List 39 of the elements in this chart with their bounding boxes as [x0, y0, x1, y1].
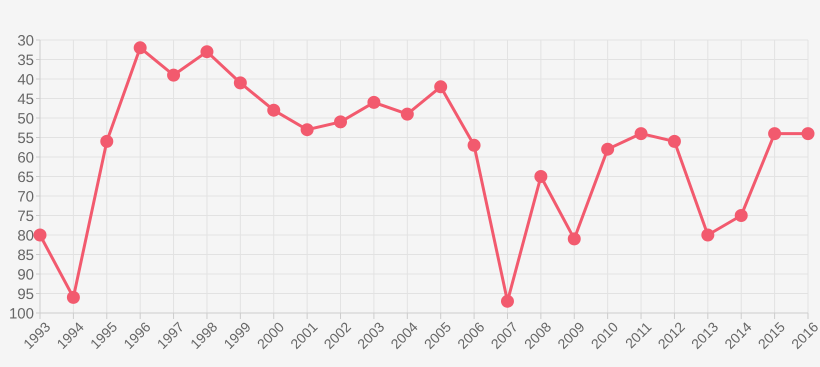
point	[601, 142, 614, 156]
y-tick-label: 75	[17, 208, 34, 225]
point	[267, 104, 280, 117]
point	[34, 228, 46, 242]
point	[334, 115, 348, 128]
y-tick-label: 35	[17, 52, 34, 69]
point	[500, 294, 514, 308]
point	[634, 127, 648, 140]
point	[200, 45, 214, 58]
y-tick-label: 100	[8, 305, 34, 322]
y-tick-label: 55	[17, 130, 34, 147]
point	[100, 134, 114, 148]
y-tick-label: 65	[17, 168, 34, 186]
y-tick-label: 40	[17, 71, 34, 88]
point	[701, 228, 714, 242]
y-tick-label: 60	[17, 149, 34, 166]
point	[768, 127, 782, 140]
point	[234, 76, 247, 90]
point	[668, 134, 681, 148]
y-tick-label: 80	[17, 227, 34, 244]
point	[300, 123, 314, 136]
y-tick-label: 50	[17, 110, 34, 128]
point	[434, 80, 448, 94]
y-tick-label: 85	[17, 246, 34, 264]
y-tick-label: 30	[17, 32, 34, 50]
point	[468, 138, 481, 152]
point	[134, 41, 147, 54]
point	[66, 290, 80, 304]
y-tick-label: 45	[17, 90, 34, 108]
point	[802, 127, 814, 140]
point	[534, 170, 548, 183]
y-tick-label: 90	[17, 266, 34, 284]
y-tick-label: 95	[17, 286, 34, 303]
point	[568, 232, 581, 246]
point	[367, 96, 380, 109]
y-tick-label: 70	[17, 188, 34, 206]
point	[400, 108, 414, 121]
point	[167, 68, 180, 82]
point	[734, 209, 748, 222]
